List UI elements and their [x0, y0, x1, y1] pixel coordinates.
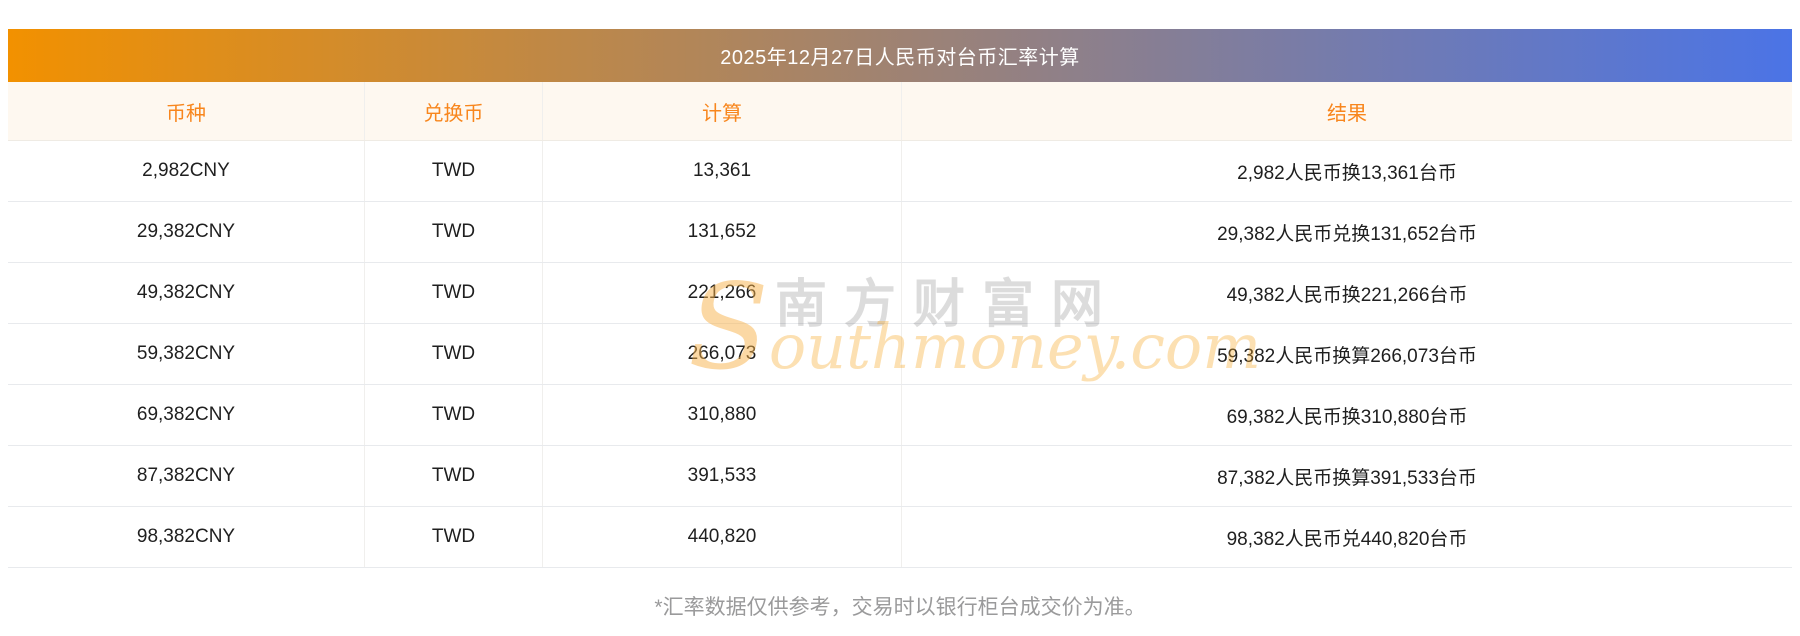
cell-result: 59,382人民币换算266,073台币 [1217, 345, 1477, 367]
cell-currency: 2,982CNY [8, 141, 365, 201]
table-row: 87,382CNY TWD 391,533 87,382人民币换算391,533台币 [8, 446, 1792, 507]
title-banner: 2025年12月27日人民币对台币汇率计算 [8, 29, 1792, 82]
cell-currency: 29,382CNY [8, 202, 365, 262]
cell-currency: 98,382CNY [8, 507, 365, 567]
cell-target: TWD [365, 202, 543, 262]
cell-target: TWD [365, 446, 543, 506]
cell-result: 69,382人民币换310,880台币 [1226, 406, 1468, 428]
cell-target: TWD [365, 324, 543, 384]
page-title: 2025年12月27日人民币对台币汇率计算 [720, 47, 1080, 69]
column-header-result: 结果 [1327, 102, 1367, 125]
cell-calc: 391,533 [543, 446, 902, 506]
cell-currency: 49,382CNY [8, 263, 365, 323]
cell-calc: 310,880 [543, 385, 902, 445]
table-row: 69,382CNY TWD 310,880 69,382人民币换310,880台币 [8, 385, 1792, 446]
cell-calc: 266,073 [543, 324, 902, 384]
exchange-rate-table: 币种 兑换币 计算 结果 2,982CNY TWD 13,361 2,982人民币换1… [8, 82, 1792, 568]
cell-target: TWD [365, 507, 543, 567]
cell-calc: 221,266 [543, 263, 902, 323]
cell-target: TWD [365, 385, 543, 445]
cell-calc: 13,361 [543, 141, 902, 201]
table-header-row: 币种 兑换币 计算 结果 [8, 82, 1792, 141]
table-row: 59,382CNY TWD 266,073 59,382人民币换算266,073台币 [8, 324, 1792, 385]
table-row: 2,982CNY TWD 13,361 2,982人民币换13,361台币 [8, 141, 1792, 202]
footnote: *汇率数据仅供参考，交易时以银行柜台成交价为准。 [654, 596, 1146, 619]
column-header-currency: 币种 [8, 82, 365, 140]
table-row: 49,382CNY TWD 221,266 49,382人民币换221,266台币 [8, 263, 1792, 324]
cell-target: TWD [365, 141, 543, 201]
cell-currency: 69,382CNY [8, 385, 365, 445]
cell-calc: 440,820 [543, 507, 902, 567]
column-header-target: 兑换币 [365, 82, 543, 140]
table-row: 98,382CNY TWD 440,820 98,382人民币兑440,820台币 [8, 507, 1792, 568]
cell-result: 98,382人民币兑440,820台币 [1226, 528, 1468, 550]
cell-currency: 87,382CNY [8, 446, 365, 506]
table-row: 29,382CNY TWD 131,652 29,382人民币兑换131,652台币 [8, 202, 1792, 263]
cell-calc: 131,652 [543, 202, 902, 262]
table-body: 2,982CNY TWD 13,361 2,982人民币换13,361台币 29,382… [8, 141, 1792, 568]
cell-result: 29,382人民币兑换131,652台币 [1217, 223, 1477, 245]
cell-result: 2,982人民币换13,361台币 [1237, 162, 1457, 184]
cell-result: 49,382人民币换221,266台币 [1226, 284, 1468, 306]
column-header-calc: 计算 [543, 82, 902, 140]
cell-currency: 59,382CNY [8, 324, 365, 384]
cell-result: 87,382人民币换算391,533台币 [1217, 467, 1477, 489]
cell-target: TWD [365, 263, 543, 323]
